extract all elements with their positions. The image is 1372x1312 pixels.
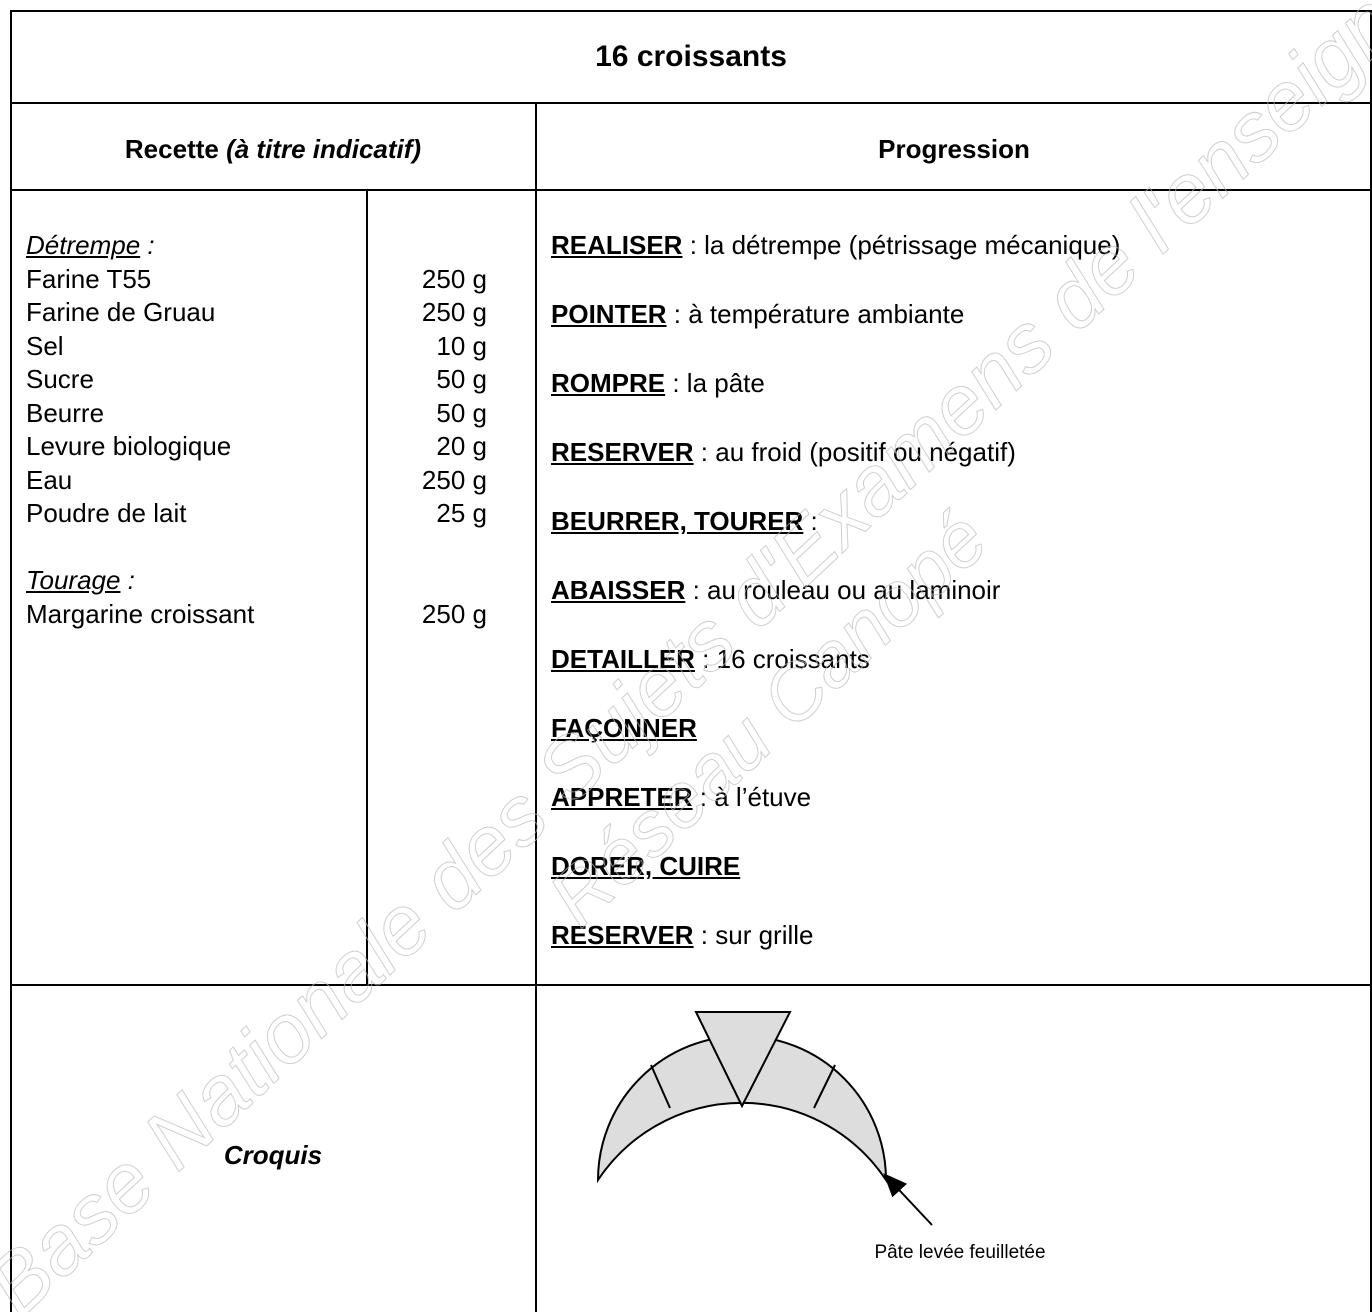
ingredient-qty: 50 g bbox=[436, 397, 487, 428]
sketch-label: Croquis bbox=[223, 1140, 323, 1170]
step-detail: : au froid (positif ou négatif) bbox=[693, 437, 1016, 467]
ingredient-name: Farine de Gruau bbox=[26, 297, 216, 327]
step: DETAILLER : 16 croissants bbox=[551, 642, 870, 676]
step: RESERVER : au froid (positif ou négatif) bbox=[551, 435, 1016, 469]
group-name: Détrempe bbox=[26, 230, 141, 260]
ingredient-name: Levure biologique bbox=[26, 431, 232, 461]
step-detail: : bbox=[803, 506, 818, 536]
fold-line bbox=[650, 1064, 671, 1109]
step: APPRETER : à l’étuve bbox=[551, 780, 811, 814]
group-label: Tourage : bbox=[26, 563, 135, 597]
step-detail: : la détrempe (pétrissage mécanique) bbox=[682, 230, 1121, 260]
step-detail: : à température ambiante bbox=[666, 299, 965, 329]
ingredient-qty: 250 g bbox=[421, 464, 487, 495]
step: DORER, CUIRE bbox=[551, 849, 740, 883]
step-verb: DETAILLER bbox=[551, 644, 695, 674]
step-verb: ABAISSER bbox=[551, 575, 686, 605]
progression-header: Progression bbox=[878, 134, 1030, 164]
step: FAÇONNER bbox=[551, 711, 697, 745]
ingredient-name: Margarine croissant bbox=[26, 598, 255, 629]
title: 16 croissants bbox=[595, 40, 787, 73]
ingredient-qty: 20 g bbox=[436, 431, 487, 461]
group-suffix: : bbox=[120, 565, 135, 595]
group-suffix: : bbox=[140, 230, 155, 260]
step-detail: : à l’étuve bbox=[692, 782, 812, 812]
ingredient-name: Beurre bbox=[26, 397, 105, 428]
step-verb: BEURRER, TOURER bbox=[551, 506, 804, 536]
ingredient-name: Sucre bbox=[26, 364, 94, 394]
step-detail: : la pâte bbox=[665, 368, 765, 398]
recipe-header: Recette (à titre indicatif) bbox=[10, 132, 536, 166]
ingredient-name: Farine T55 bbox=[26, 263, 152, 294]
ingredient-qty: 250 g bbox=[421, 598, 487, 629]
recipe-note: (à titre indicatif) bbox=[226, 134, 422, 164]
ingredient-qty: 10 g bbox=[436, 330, 487, 361]
group-name: Tourage bbox=[26, 565, 121, 595]
step-verb: POINTER bbox=[551, 299, 667, 329]
step: ABAISSER : au rouleau ou au laminoir bbox=[551, 573, 1000, 607]
ingredient-name: Sel bbox=[26, 330, 64, 361]
ingredient-qty: 250 g bbox=[421, 297, 487, 327]
step-verb: RESERVER bbox=[551, 920, 694, 950]
step-verb: REALISER bbox=[551, 230, 683, 260]
croissant-body bbox=[596, 1035, 888, 1184]
step-verb: ROMPRE bbox=[551, 368, 666, 398]
step-detail: : au rouleau ou au laminoir bbox=[685, 575, 1001, 605]
step-detail: : 16 croissants bbox=[694, 644, 870, 674]
arrow bbox=[883, 1173, 933, 1226]
step: ROMPRE : la pâte bbox=[551, 366, 765, 400]
ingredient-name: Poudre de lait bbox=[26, 498, 187, 528]
step: POINTER : à température ambiante bbox=[551, 297, 964, 331]
step-verb: RESERVER bbox=[551, 437, 694, 467]
annotation: Pâte levée feuilletée bbox=[874, 1242, 1045, 1263]
ingredient-qty: 25 g bbox=[436, 498, 487, 528]
step-verb: DORER, CUIRE bbox=[551, 851, 741, 881]
step: BEURRER, TOURER : bbox=[551, 504, 818, 538]
step-detail: : sur grille bbox=[693, 920, 814, 950]
croissant-tip bbox=[694, 1011, 792, 1109]
ingredient-qty: 50 g bbox=[436, 364, 487, 394]
ingredient-qty: 250 g bbox=[421, 263, 487, 294]
step-verb: FAÇONNER bbox=[551, 713, 697, 743]
recipe-label: Recette bbox=[124, 134, 219, 164]
ingredient-name: Eau bbox=[26, 464, 73, 495]
step: REALISER : la détrempe (pétrissage mécan… bbox=[551, 228, 1120, 262]
step: RESERVER : sur grille bbox=[551, 918, 814, 952]
fold-line bbox=[813, 1064, 836, 1109]
step-verb: APPRETER bbox=[551, 782, 693, 812]
group-label: Détrempe : bbox=[26, 228, 155, 262]
